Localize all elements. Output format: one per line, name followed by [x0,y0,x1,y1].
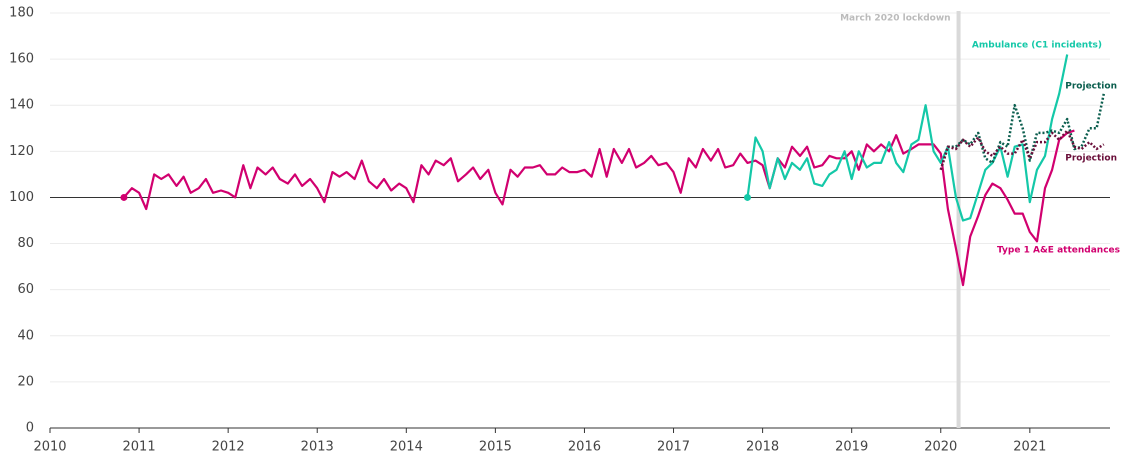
y-tick-label: 100 [9,190,34,205]
series-line [746,54,1069,222]
x-tick-label: 2013 [301,440,334,455]
start-marker [743,193,751,201]
series-line [123,129,1075,287]
y-tick-label: 40 [17,328,34,343]
series-label: Projection [1065,82,1117,92]
x-tick-label: 2015 [479,440,512,455]
x-tick-label: 2016 [568,440,601,455]
x-tick-label: 2014 [390,440,423,455]
x-tick-label: 2017 [657,440,690,455]
x-tick-label: 2012 [212,440,245,455]
y-tick-label: 20 [17,374,34,389]
x-tick-label: 2010 [33,440,66,455]
series-label: Type 1 A&E attendances [997,246,1120,256]
y-tick-label: 140 [9,98,34,113]
series-label: Ambulance (C1 incidents) [972,41,1102,51]
y-tick-label: 60 [17,282,34,297]
y-tick-label: 0 [26,421,34,436]
series-line [939,93,1106,171]
x-tick-label: 2021 [1013,440,1046,455]
lockdown-label: March 2020 lockdown [840,14,950,24]
x-tick-label: 2018 [746,440,779,455]
x-tick-label: 2011 [123,440,156,455]
x-tick-label: 2019 [835,440,868,455]
y-tick-label: 80 [17,236,34,251]
y-tick-label: 180 [9,6,34,21]
series-line [939,129,1105,171]
series-label: Projection [1065,154,1117,164]
x-tick-label: 2020 [924,440,957,455]
y-tick-label: 160 [9,52,34,67]
start-marker [120,193,128,201]
y-tick-label: 120 [9,144,34,159]
